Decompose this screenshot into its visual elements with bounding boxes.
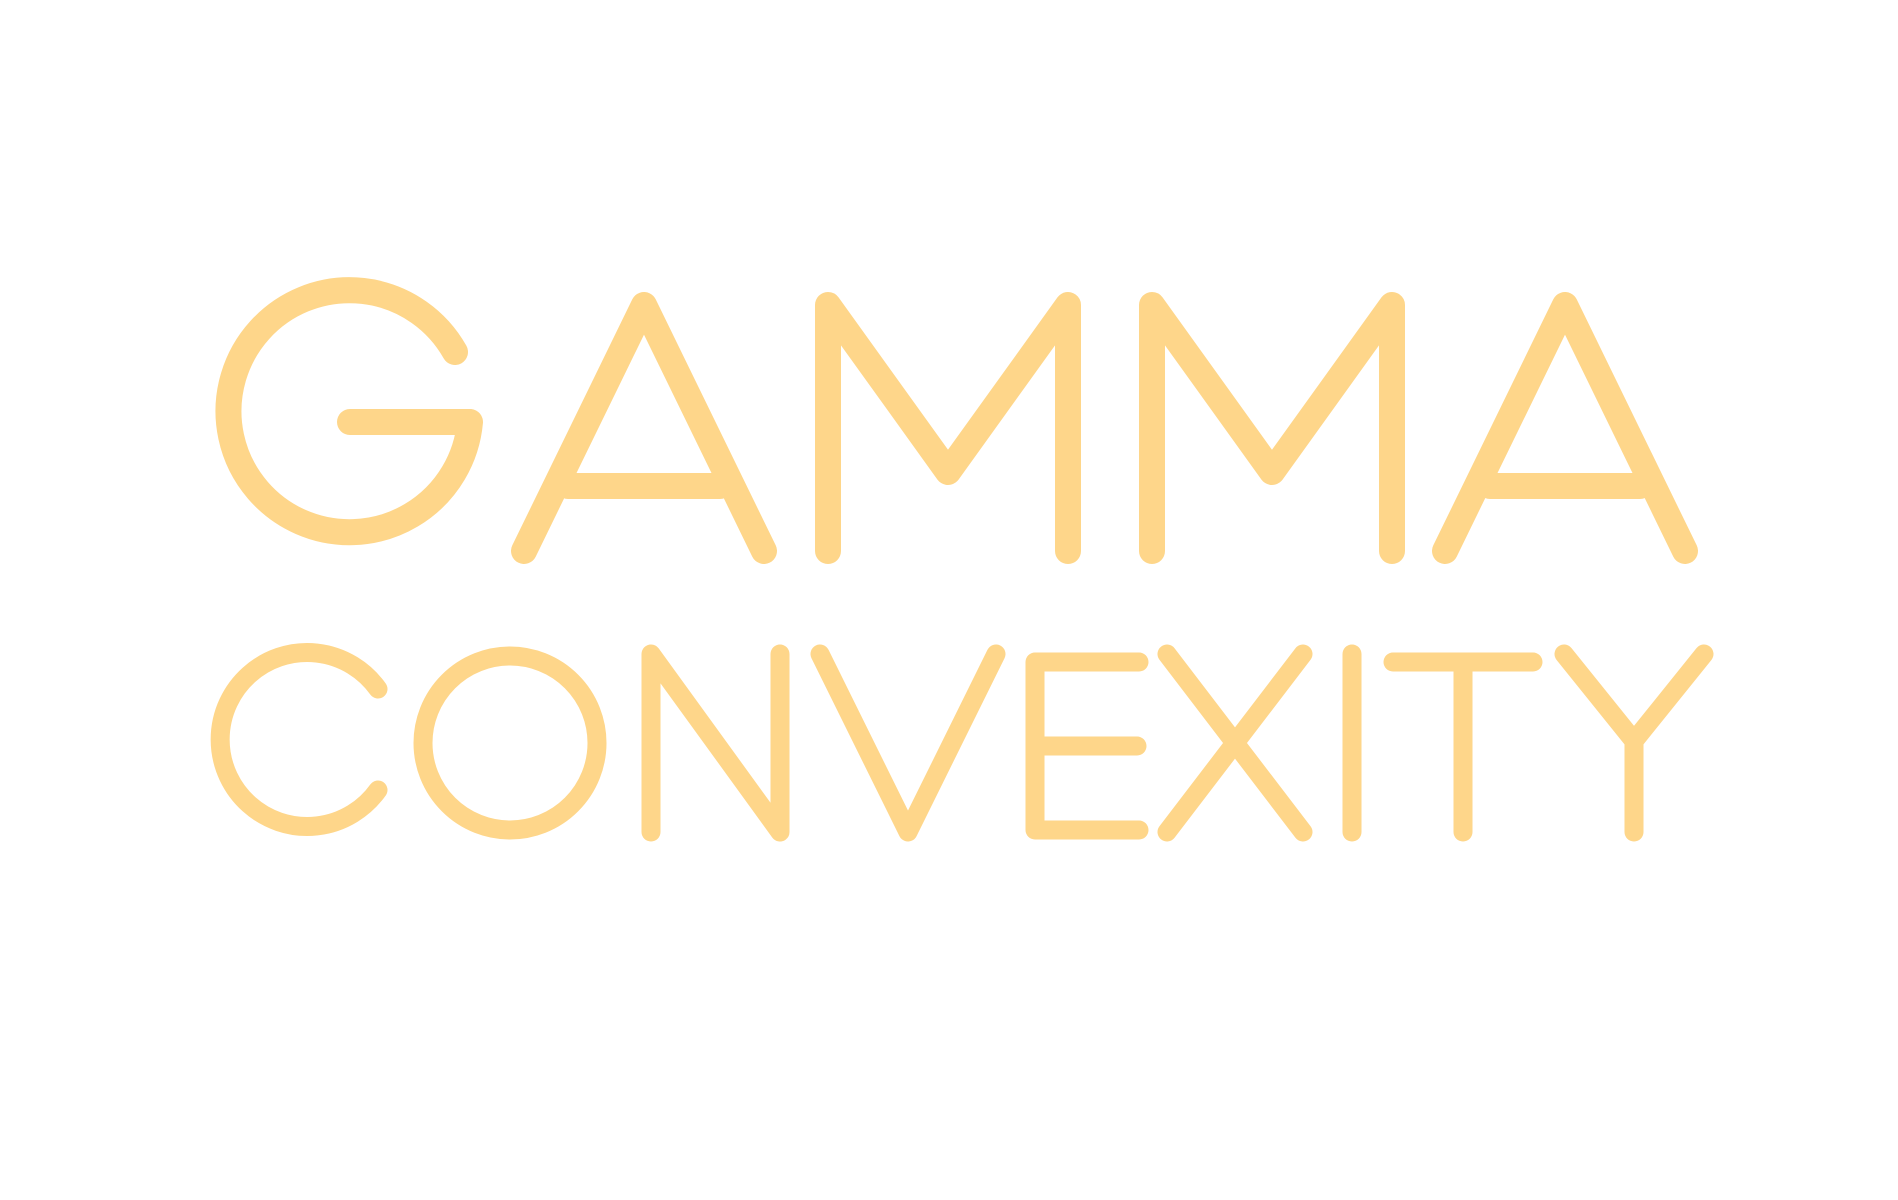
letter-c xyxy=(210,643,388,836)
letter-o xyxy=(413,646,607,840)
line2-letters xyxy=(210,643,1714,842)
letter-e xyxy=(1025,652,1149,840)
letter-g1 xyxy=(215,277,483,546)
letter-x xyxy=(1157,644,1313,842)
letter-y xyxy=(1554,644,1714,842)
letter-m1 xyxy=(815,292,1081,564)
letter-m2 xyxy=(1139,292,1405,564)
letter-t xyxy=(1383,652,1543,842)
letter-a1 xyxy=(511,292,777,564)
line1-letters xyxy=(215,277,1698,564)
letter-a2 xyxy=(1432,292,1698,564)
letter-v xyxy=(810,644,1006,842)
letter-n xyxy=(641,644,790,842)
